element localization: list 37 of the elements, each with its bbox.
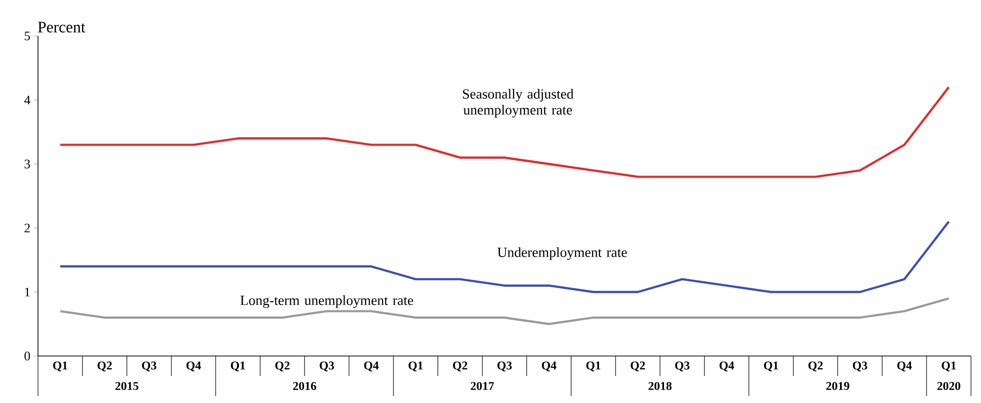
- y-tick-label: 0: [24, 352, 30, 360]
- y-tick-label: 5: [24, 32, 30, 40]
- x-tick-label: Q4: [542, 362, 556, 372]
- x-tick-label: Q4: [720, 362, 734, 372]
- text: 2016: [293, 382, 316, 390]
- x-tick-label: Q4: [186, 362, 201, 372]
- x-tick-label: Q3: [675, 362, 690, 372]
- x-tick-label: Q3: [142, 362, 156, 372]
- x-tick-label: Q1: [53, 362, 68, 372]
- x-tick-label: Q4: [897, 362, 912, 372]
- y-tick-label: 2: [24, 224, 30, 232]
- x-tick-label: Q3: [852, 362, 868, 372]
- x-tick-label: Q1: [942, 362, 956, 372]
- text: 2015: [115, 382, 138, 390]
- series-label: Long-term unemployment rate: [240, 295, 414, 308]
- x-tick-label: Q3: [320, 362, 334, 372]
- x-tick-label: Q1: [586, 362, 600, 372]
- y-axis-title: Percent: [38, 22, 86, 32]
- x-tick-label: Q2: [275, 362, 290, 372]
- y-tick-label: 3: [24, 160, 30, 168]
- text: 2020: [937, 382, 960, 390]
- x-tick-label: Q2: [98, 362, 112, 372]
- series-label: Underemployment rate: [497, 247, 627, 260]
- x-tick-label: Q2: [630, 362, 645, 372]
- y-tick-label: 1: [25, 288, 30, 296]
- text: 2017: [470, 382, 494, 390]
- y-tick-label: 4: [24, 96, 30, 104]
- x-tick-label: Q1: [764, 362, 778, 372]
- text: 2018: [648, 382, 672, 390]
- x-tick-label: Q4: [364, 362, 379, 372]
- text: Seasonally adjusted unemployment rate: [462, 88, 574, 118]
- x-tick-label: Q1: [230, 362, 245, 372]
- text: 2019: [826, 382, 850, 390]
- x-tick-label: Q1: [408, 362, 423, 372]
- x-tick-label: Q2: [453, 362, 468, 372]
- x-tick-label: Q2: [808, 362, 823, 372]
- x-tick-label: Q3: [497, 362, 512, 372]
